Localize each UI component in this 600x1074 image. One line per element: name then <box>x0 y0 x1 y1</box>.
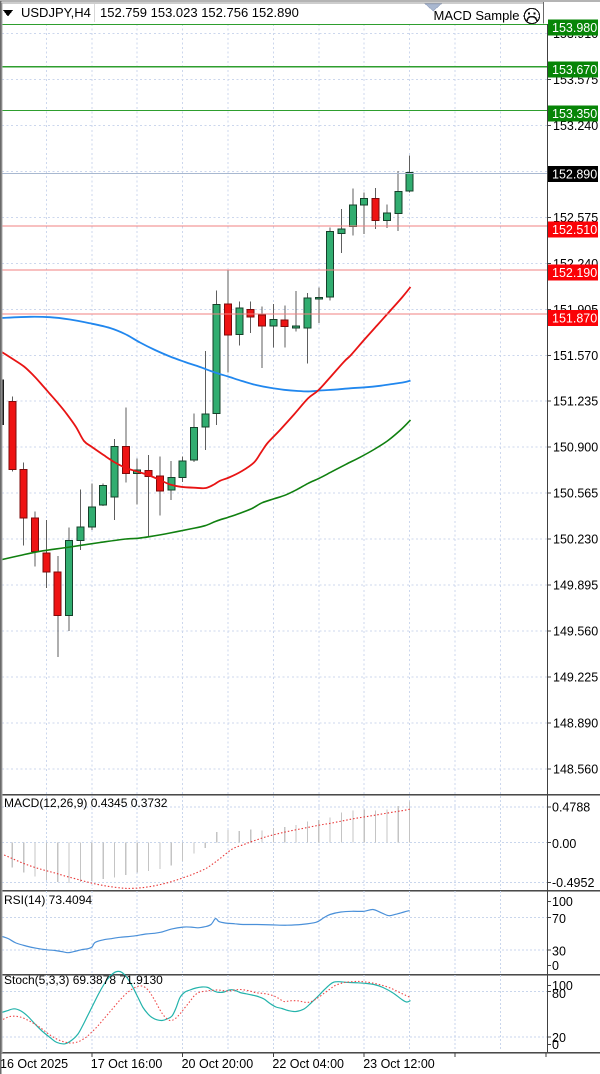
svg-text:148.560: 148.560 <box>553 762 598 776</box>
svg-text:MACD Sample: MACD Sample <box>434 8 520 23</box>
svg-text:17 Oct 16:00: 17 Oct 16:00 <box>91 1057 163 1071</box>
svg-text:152.190: 152.190 <box>552 266 597 280</box>
svg-text:153.240: 153.240 <box>553 119 598 133</box>
svg-text:100: 100 <box>552 895 573 909</box>
svg-text:148.890: 148.890 <box>553 716 598 730</box>
svg-text:USDJPY,H4: USDJPY,H4 <box>21 5 91 20</box>
svg-text:149.895: 149.895 <box>553 579 598 593</box>
svg-text:Stoch(5,3,3) 69.3878 71.9130: Stoch(5,3,3) 69.3878 71.9130 <box>4 973 163 987</box>
svg-text:149.560: 149.560 <box>553 625 598 639</box>
svg-text:20 Oct 20:00: 20 Oct 20:00 <box>182 1057 254 1071</box>
svg-text:22 Oct 04:00: 22 Oct 04:00 <box>272 1057 344 1071</box>
svg-text:MACD(12,26,9) 0.4345 0.3732: MACD(12,26,9) 0.4345 0.3732 <box>4 796 168 810</box>
svg-text:-0.4952: -0.4952 <box>552 876 594 890</box>
svg-text:153.350: 153.350 <box>552 107 597 121</box>
svg-text:153.980: 153.980 <box>552 21 597 35</box>
svg-text:0.00: 0.00 <box>552 837 576 851</box>
svg-text:RSI(14) 73.4094: RSI(14) 73.4094 <box>4 893 92 907</box>
svg-text:150.900: 150.900 <box>553 441 598 455</box>
svg-text:0.4788: 0.4788 <box>552 801 590 815</box>
svg-text:153.670: 153.670 <box>552 63 597 77</box>
svg-text:80: 80 <box>552 987 566 1001</box>
svg-text:20: 20 <box>552 1031 566 1045</box>
svg-text:152.510: 152.510 <box>552 223 597 237</box>
svg-text:0: 0 <box>552 959 559 973</box>
svg-text:70: 70 <box>552 912 566 926</box>
svg-text:151.235: 151.235 <box>553 395 598 409</box>
svg-text:149.225: 149.225 <box>553 670 598 684</box>
svg-text:30: 30 <box>552 945 566 959</box>
svg-text:150.230: 150.230 <box>553 533 598 547</box>
svg-text:150.565: 150.565 <box>553 487 598 501</box>
svg-text:0: 0 <box>552 1038 559 1052</box>
svg-text:152.890: 152.890 <box>552 168 597 182</box>
svg-text:16 Oct 2025: 16 Oct 2025 <box>0 1057 68 1071</box>
svg-text:151.570: 151.570 <box>553 349 598 363</box>
svg-text:100: 100 <box>552 979 573 993</box>
svg-text:152.759 153.023 152.756 152.89: 152.759 153.023 152.756 152.890 <box>100 5 299 20</box>
svg-text:23 Oct 12:00: 23 Oct 12:00 <box>363 1057 435 1071</box>
svg-text:151.870: 151.870 <box>552 312 597 326</box>
